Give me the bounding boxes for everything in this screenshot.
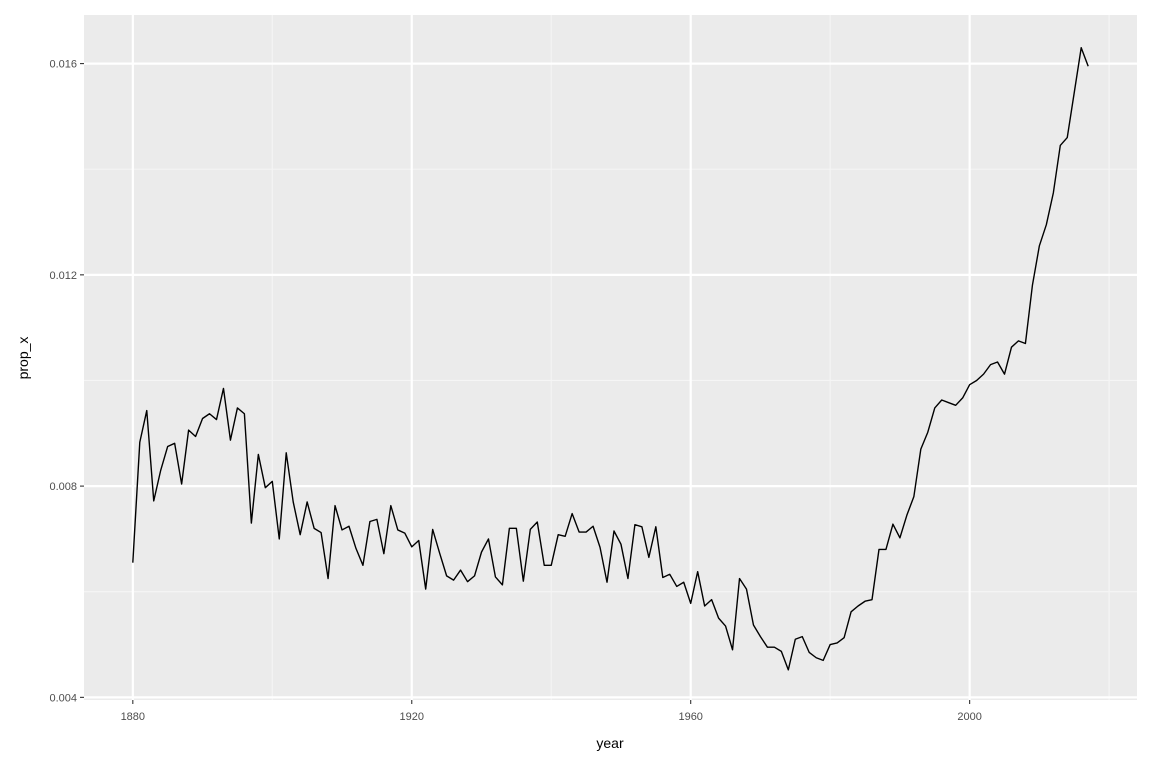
x-tick-label: 1960 [678,711,702,723]
x-tick-label: 2000 [957,711,981,723]
series-line-0 [132,47,1089,671]
y-tick-label: 0.016 [49,59,77,71]
x-axis-title: year [596,735,624,751]
x-tick-label: 1920 [400,711,424,723]
x-axis: 1880 1920 1960 2000 [121,700,982,723]
y-tick-label: 0.004 [49,692,77,704]
series-layer [132,47,1089,671]
x-tick-label: 1880 [121,711,145,723]
y-axis: 0.004 0.008 0.012 0.016 [49,59,84,704]
y-axis-title: prop_x [15,337,31,380]
y-tick-label: 0.012 [49,270,77,282]
plot-panel [84,15,1137,700]
major-grid [84,15,1137,700]
y-tick-label: 0.008 [49,481,77,493]
minor-grid [84,15,1137,700]
